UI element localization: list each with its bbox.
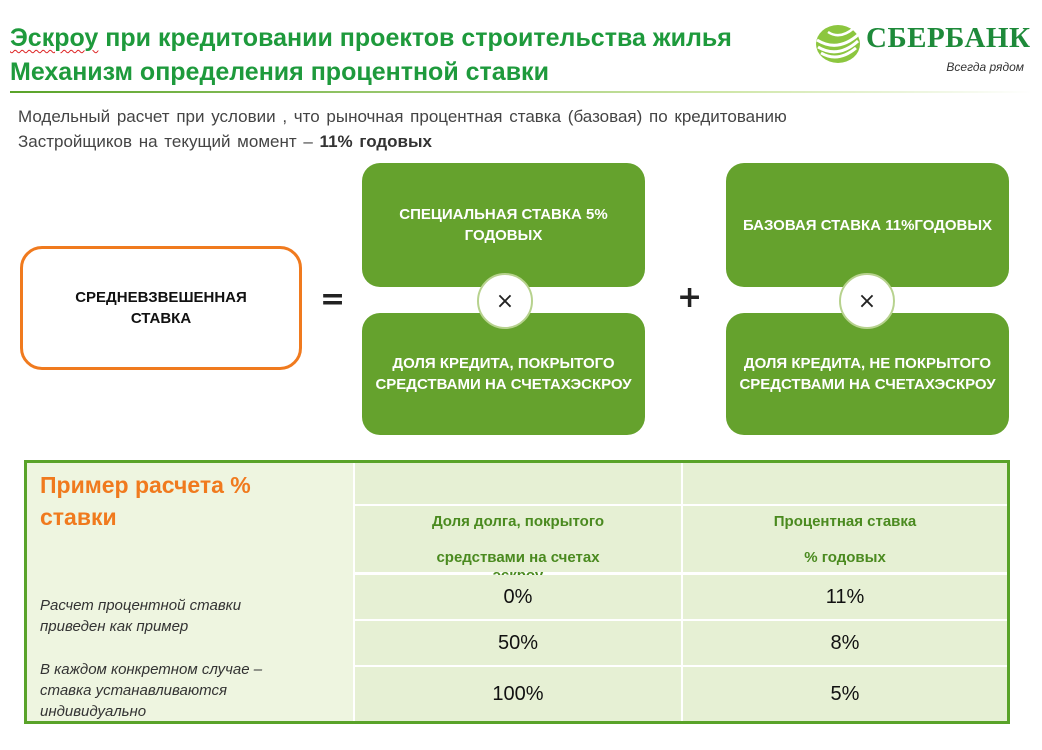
sberbank-logo: СБЕРБАНК Всегда рядом [814,20,1032,82]
example-panel: Пример расчета % ставки Расчет процентно… [24,460,1010,724]
example-note-2: В каждом конкретном случае – ставка уста… [40,661,263,720]
example-note-1: Расчет процентной ставки приведен как пр… [40,597,242,635]
multiply-icon-right: × [839,273,895,329]
weighted-rate-box: СРЕДНЕВЗВЕШЕННАЯ СТАВКА [20,246,302,370]
base-rate-box: БАЗОВАЯ СТАВКА 11%ГОДОВЫХ [726,163,1009,287]
intro-line1: Модельный расчет при условии , что рыноч… [18,107,787,126]
column-header-rate: Процентная ставка % годовых [683,506,1007,572]
slide-title-line2: Механизм определения процентной ставки [10,58,549,86]
slide-title-line1: Эскроу при кредитовании проектов строите… [10,24,732,53]
table-row-1-share: 0% [355,575,681,619]
logo-slogan: Всегда рядом [946,60,1024,74]
title-rest: при кредитовании проектов строительства … [98,24,732,52]
plus-sign: + [677,280,703,315]
share-header-line1: Доля долга, покрытого [431,513,605,530]
rate-header-line2: % годовых [804,549,886,566]
multiply-icon-left: × [477,273,533,329]
example-left-column: Пример расчета % ставки Расчет процентно… [27,463,353,721]
table-row-3-share: 100% [355,667,681,721]
rate-header-line1: Процентная ставка [773,513,917,530]
covered-share-box: ДОЛЯ КРЕДИТА, ПОКРЫТОГО СРЕДСТВАМИ НА СЧ… [362,313,645,435]
intro-paragraph: Модельный расчет при условии , что рыноч… [18,104,958,154]
uncovered-share-box: ДОЛЯ КРЕДИТА, НЕ ПОКРЫТОГО СРЕДСТВАМИ НА… [726,313,1009,435]
special-rate-box: СПЕЦИАЛЬНАЯ СТАВКА 5% ГОДОВЫХ [362,163,645,287]
table-row-2-share: 50% [355,621,681,665]
table-row-3-rate: 5% [683,667,1007,721]
equals-sign: = [320,282,346,317]
title-escrow-word: Эскроу [10,24,99,52]
share-header-text: средствами на счетах [436,549,600,566]
sberbank-leaf-icon [816,25,861,63]
intro-line2: Застройщиков на текущий момент – [18,132,320,151]
example-title: Пример расчета % ставки [40,472,251,530]
column-header-share: Доля долга, покрытого средствами на счет… [355,506,681,584]
table-row-1-rate: 11% [683,575,1007,619]
header-divider [10,91,1032,93]
table-row-2-rate: 8% [683,621,1007,665]
header-empty-cell-2 [683,463,1007,504]
header-empty-cell-1 [355,463,681,504]
intro-bold-rate: 11% годовых [319,132,432,151]
logo-wordmark: СБЕРБАНК [866,22,1031,54]
